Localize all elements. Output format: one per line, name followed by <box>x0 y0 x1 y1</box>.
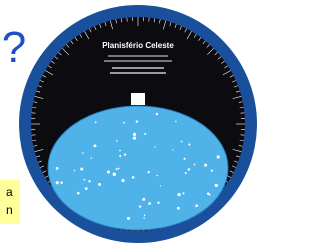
star <box>144 215 146 217</box>
star <box>56 167 59 170</box>
star <box>116 168 118 170</box>
star <box>119 155 121 157</box>
star <box>94 144 97 147</box>
star <box>182 192 184 194</box>
text-line <box>104 60 172 62</box>
star <box>175 121 177 123</box>
star <box>83 179 85 181</box>
star <box>95 121 97 123</box>
star <box>133 136 136 139</box>
star <box>74 170 75 171</box>
star <box>148 171 150 173</box>
star <box>56 181 59 184</box>
star <box>132 176 135 179</box>
marker <box>131 93 145 105</box>
star <box>217 155 220 158</box>
star <box>177 207 180 210</box>
star <box>121 179 124 182</box>
sky-map <box>48 106 228 230</box>
star <box>123 122 125 124</box>
page: a n Planisfério Celeste ? (() => { const… <box>0 0 259 248</box>
star <box>154 147 155 148</box>
star <box>188 143 190 145</box>
star <box>127 217 130 220</box>
star <box>118 168 120 170</box>
star <box>144 133 146 135</box>
star <box>82 152 84 154</box>
star <box>113 173 116 176</box>
star <box>209 194 211 196</box>
star <box>80 167 83 170</box>
star <box>133 133 136 136</box>
star <box>194 164 196 166</box>
star <box>116 140 118 142</box>
star <box>139 205 141 207</box>
star <box>142 198 145 201</box>
star <box>157 202 159 204</box>
star <box>172 149 173 150</box>
star <box>185 172 187 174</box>
star <box>107 170 110 173</box>
star <box>90 158 92 160</box>
star <box>124 153 126 155</box>
star <box>181 141 183 143</box>
note-line: a <box>6 185 13 199</box>
star <box>215 184 218 187</box>
star <box>177 193 180 196</box>
star <box>98 183 101 186</box>
star <box>195 204 198 207</box>
star <box>136 120 138 122</box>
star <box>119 150 121 152</box>
text-line <box>112 67 164 69</box>
star <box>160 185 161 186</box>
star <box>85 187 88 190</box>
question-mark: ? <box>2 23 26 72</box>
star <box>183 158 185 160</box>
star <box>143 217 144 218</box>
star <box>156 113 158 115</box>
disc-title: Planisfério Celeste <box>102 41 174 50</box>
star <box>156 175 158 177</box>
text-line <box>108 55 168 57</box>
star <box>88 180 90 182</box>
star <box>77 192 80 195</box>
star <box>211 170 213 172</box>
star <box>204 164 207 167</box>
note-line: n <box>6 203 13 217</box>
star <box>60 181 62 183</box>
text-line <box>110 72 166 74</box>
scene: a n Planisfério Celeste ? <box>0 0 259 248</box>
star <box>188 168 190 170</box>
star <box>148 202 151 205</box>
